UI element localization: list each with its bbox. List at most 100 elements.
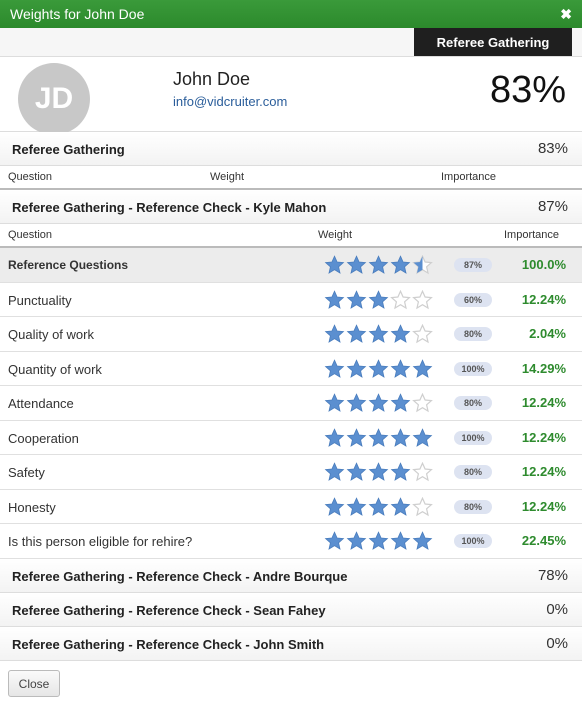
tab-referee-gathering[interactable]: Referee Gathering (414, 28, 572, 56)
star-icon (368, 496, 389, 516)
section-label: Referee Gathering - Reference Check - An… (12, 568, 348, 584)
star-rating (324, 289, 433, 310)
reference-column-headers: Question Weight Importance (0, 224, 582, 248)
weight-badge: 100% (454, 361, 492, 376)
tab-bar: Referee Gathering (0, 28, 582, 57)
overall-score: 83% (489, 69, 566, 111)
section-score: 0% (546, 634, 568, 652)
weight-badge: 100% (454, 430, 492, 445)
star-icon (324, 462, 345, 481)
column-weight: Weight (210, 171, 245, 183)
star-icon (346, 255, 367, 274)
star-icon (412, 393, 433, 413)
star-rating (324, 393, 433, 413)
reference-check-header: Referee Gathering - Reference Check - Se… (0, 592, 582, 627)
star-rating (324, 324, 433, 344)
avatar: JD (18, 63, 90, 135)
star-icon (368, 393, 389, 412)
question-row: Attendance 80% 12.24% (0, 386, 582, 421)
section-score: 0% (546, 600, 568, 618)
weight-badge: 87% (454, 258, 492, 272)
star-rating (324, 358, 433, 379)
weight-badge: 80% (454, 327, 492, 341)
star-icon (390, 531, 411, 550)
importance-value: 12.24% (521, 429, 566, 445)
close-icon[interactable]: ✖ (560, 6, 572, 22)
star-icon (324, 255, 345, 274)
star-icon (346, 531, 367, 550)
column-importance: Importance (441, 171, 497, 183)
star-icon (412, 496, 433, 516)
question-row: Quantity of work 100% 14.29% (0, 352, 582, 386)
question-row: Is this person eligible for rehire? 100%… (0, 524, 582, 559)
star-icon (368, 427, 389, 447)
star-icon (346, 324, 367, 343)
reference-check-header: Referee Gathering - Reference Check - Ky… (0, 190, 582, 224)
dialog-title: Weights for John Doe (10, 6, 145, 22)
star-icon (412, 255, 433, 275)
question-row: Safety 80% 12.24% (0, 455, 582, 490)
importance-value: 12.24% (521, 291, 566, 307)
weight-badge: 80% (454, 396, 492, 410)
candidate-name: John Doe (173, 69, 251, 89)
star-icon (390, 462, 411, 481)
question-row: Honesty 80% 12.24% (0, 490, 582, 524)
section-label: Referee Gathering (12, 142, 125, 157)
reference-check-header: Referee Gathering - Reference Check - Jo… (0, 626, 582, 661)
star-rating (324, 255, 433, 275)
star-icon (412, 427, 433, 447)
close-button[interactable]: Close (8, 670, 60, 697)
candidate-profile: JD John Doe info@vidcruiter.com 83% (0, 57, 582, 135)
star-icon (390, 324, 411, 343)
star-icon (346, 358, 367, 378)
importance-value: 12.24% (521, 464, 566, 479)
section-label: Referee Gathering - Reference Check - Se… (12, 602, 326, 618)
importance-value: 2.04% (529, 326, 566, 341)
question-group-row: Reference Questions 87% 100.0% (0, 248, 582, 283)
dialog-title-bar: Weights for John Doe ✖ (0, 0, 582, 28)
question-text: Quantity of work (8, 361, 102, 377)
weight-badge: 80% (454, 499, 492, 514)
star-icon (324, 427, 345, 447)
question-text: Punctuality (8, 292, 72, 308)
section-score: 83% (537, 140, 568, 157)
star-icon (412, 531, 433, 550)
star-icon (390, 427, 411, 447)
question-text: Is this person eligible for rehire? (8, 534, 193, 549)
star-icon (368, 255, 389, 274)
star-rating (324, 462, 433, 482)
star-icon (390, 496, 411, 516)
column-weight: Weight (318, 229, 353, 241)
question-row: Quality of work 80% 2.04% (0, 317, 582, 352)
importance-value: 22.45% (521, 533, 566, 548)
star-icon (412, 289, 433, 309)
question-text: Reference Questions (8, 258, 129, 272)
star-icon (324, 531, 345, 550)
star-icon (412, 358, 433, 378)
column-importance: Importance (504, 229, 560, 241)
star-icon (324, 289, 345, 309)
question-text: Honesty (8, 499, 56, 515)
star-icon (390, 393, 411, 412)
question-text: Safety (8, 465, 45, 480)
question-row: Cooperation 100% 12.24% (0, 421, 582, 455)
question-row: Punctuality 60% 12.24% (0, 283, 582, 317)
star-rating (324, 427, 433, 448)
star-icon (390, 255, 411, 274)
star-icon (324, 393, 345, 412)
star-rating (324, 531, 433, 551)
star-icon (346, 393, 367, 412)
column-question: Question (8, 171, 53, 183)
star-icon (324, 358, 345, 378)
star-icon (346, 289, 367, 309)
star-icon (390, 358, 411, 378)
section-score: 78% (537, 566, 568, 584)
candidate-email[interactable]: info@vidcruiter.com (173, 94, 288, 109)
importance-value: 12.24% (521, 498, 566, 514)
star-icon (324, 324, 345, 343)
star-rating (324, 496, 433, 517)
star-icon (368, 324, 389, 343)
weight-badge: 60% (454, 292, 492, 307)
question-text: Cooperation (8, 430, 79, 446)
dialog-footer: Close (0, 650, 582, 712)
